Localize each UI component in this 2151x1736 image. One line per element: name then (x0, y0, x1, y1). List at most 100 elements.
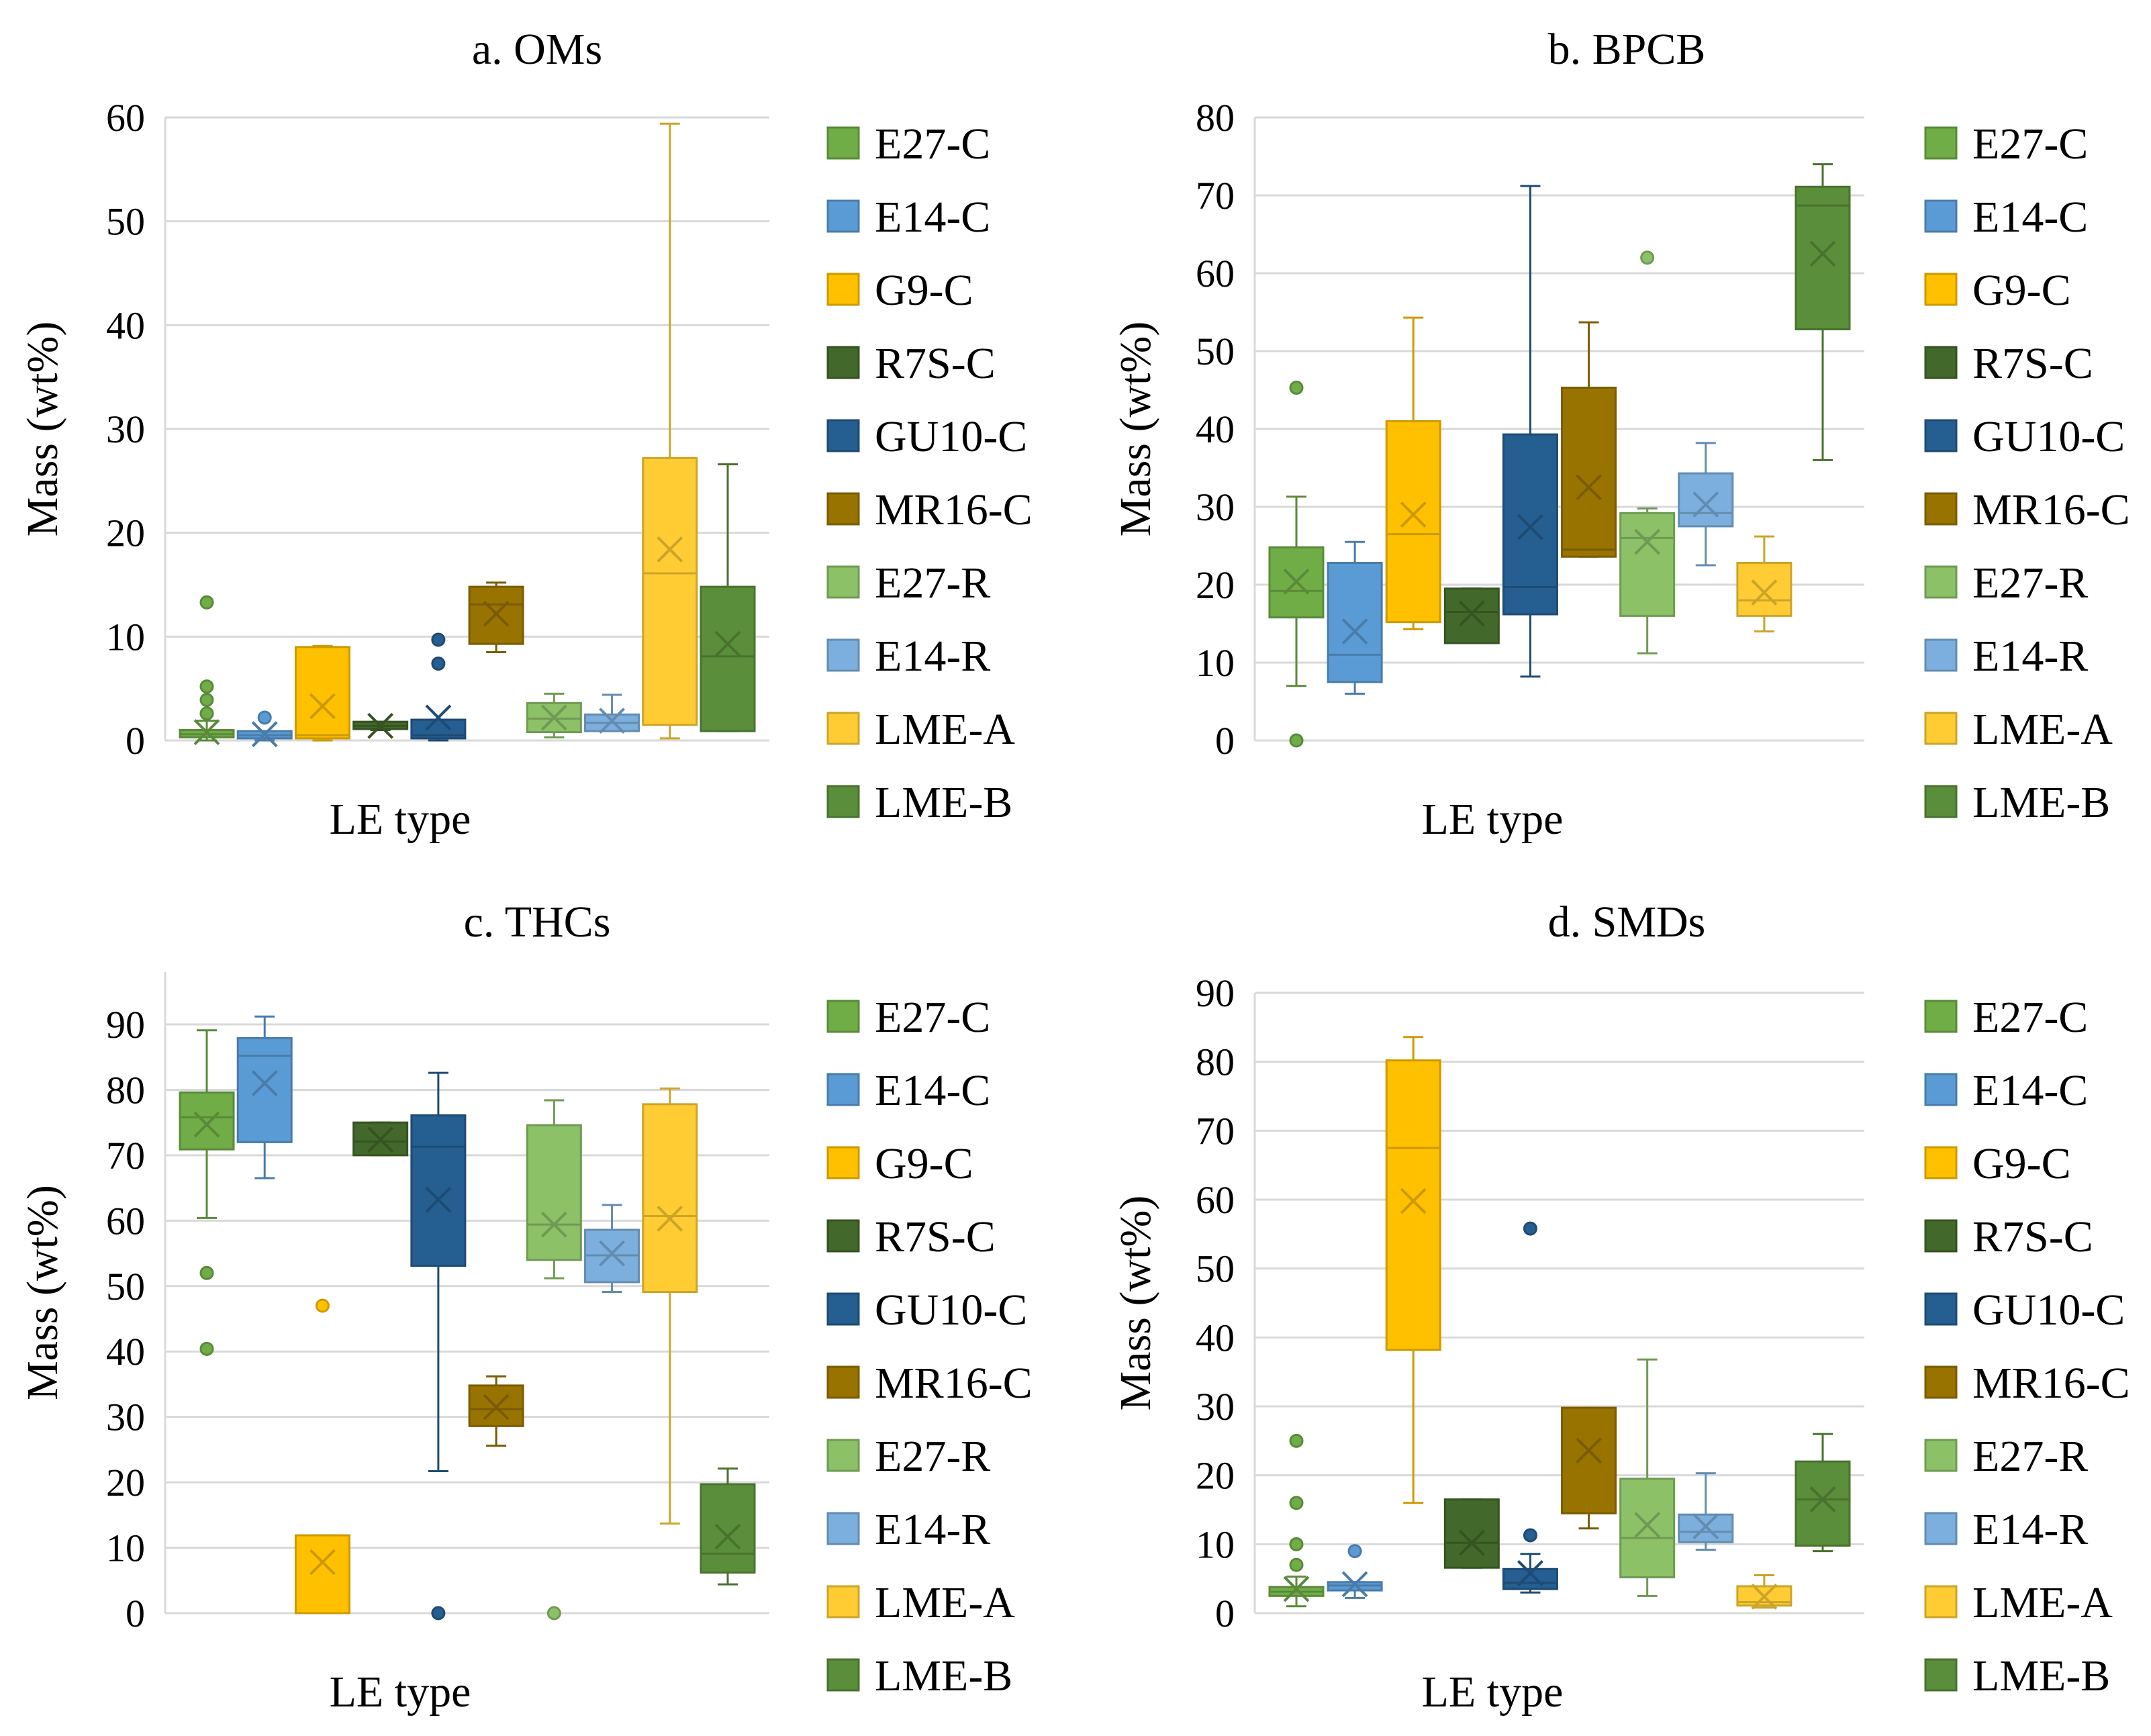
box-iqr (700, 585, 756, 732)
mean-marker (1751, 579, 1778, 606)
box-iqr (526, 1124, 582, 1261)
legend-swatch (826, 1585, 860, 1619)
legend-label: MR16-C (875, 1359, 1033, 1408)
y-tick-label: 70 (106, 1134, 145, 1177)
legend-swatch (826, 1658, 860, 1692)
box-iqr (468, 585, 524, 645)
outlier-point (1289, 381, 1304, 395)
chart-title: b. BPCB (1548, 25, 1706, 74)
legend-label: E27-R (875, 559, 990, 608)
box-gu10-c (1502, 185, 1558, 678)
chart-panel-b-bpcb: b. BPCB 0 10 20 30 40 50 60 70 80 LE type Mass (wt%… (1111, 25, 2130, 844)
box-lme-b (1795, 1433, 1851, 1553)
legend-item-lme-b: LME-B (1924, 778, 2110, 827)
legend-item-g9-c: G9-C (826, 266, 973, 315)
y-tick-label: 70 (1196, 174, 1235, 218)
mean-marker (657, 1205, 683, 1232)
legend-item-lme-a: LME-A (826, 1578, 1015, 1627)
legend-label: E27-C (875, 993, 990, 1042)
box-iqr (642, 1103, 698, 1294)
chart-title: d. SMDs (1548, 898, 1706, 947)
legend-label: GU10-C (875, 412, 1027, 461)
box-mr16-c (468, 581, 524, 654)
y-tick-label: 80 (106, 1068, 145, 1112)
legend-label: GU10-C (1972, 412, 2125, 461)
box-e27-c (179, 1029, 235, 1356)
legend-swatch (1924, 1365, 1958, 1399)
outlier-point (431, 657, 446, 671)
y-tick-label: 0 (126, 1592, 145, 1635)
legend-item-lme-a: LME-A (826, 705, 1015, 754)
mean-marker (193, 1111, 220, 1138)
legend-label: LME-A (1972, 705, 2113, 754)
outlier-point (431, 1606, 446, 1621)
legend-swatch (1924, 1512, 1958, 1545)
mean-marker (483, 600, 510, 627)
y-tick-label: 40 (106, 303, 145, 347)
y-tick-label: 30 (1196, 485, 1235, 529)
box-r7s-c (352, 1121, 409, 1157)
legend-item-e14-r: E14-R (1924, 1505, 2088, 1554)
legend-swatch (1924, 199, 1958, 233)
legend-label: E14-C (875, 1066, 990, 1115)
legend-item-e14-r: E14-R (1924, 632, 2088, 681)
box-iqr (1795, 185, 1851, 331)
y-axis-label: Mass (wt%) (18, 322, 67, 537)
legend-label: MR16-C (1972, 1359, 2130, 1408)
legend-item-e27-c: E27-C (826, 119, 990, 168)
box-e27-c (179, 595, 235, 746)
box-lme-a (1736, 535, 1792, 633)
legend-label: E14-R (1972, 1505, 2088, 1554)
x-axis-label: LE type (330, 795, 471, 844)
box-iqr (1736, 562, 1792, 617)
legend-label: G9-C (875, 1139, 973, 1188)
legend-label: E27-R (1972, 559, 2088, 608)
legend-swatch (1924, 1585, 1958, 1619)
legend-item-e27-c: E27-C (1924, 993, 2088, 1042)
y-tick-label: 90 (1196, 971, 1235, 1015)
box-e14-c (1327, 540, 1383, 695)
y-tick-label: 10 (106, 615, 145, 659)
outlier-point (431, 632, 446, 647)
legend-swatch (1924, 126, 1958, 160)
mean-marker (657, 536, 683, 563)
legend-swatch (826, 273, 860, 306)
y-tick-label: 20 (1196, 563, 1235, 607)
box-gu10-c (410, 632, 467, 742)
legend-swatch (826, 1000, 860, 1033)
legend-swatch (1924, 492, 1958, 526)
legend-label: E14-C (1972, 1066, 2088, 1115)
box-iqr (179, 1091, 235, 1151)
mean-marker (1809, 240, 1836, 267)
mean-marker (483, 1394, 510, 1420)
box-iqr (1561, 1406, 1617, 1514)
outlier-point (1523, 1221, 1537, 1236)
legend-swatch (1924, 1000, 1958, 1033)
legend-item-e27-r: E27-R (1924, 559, 2088, 608)
legend-item-e14-c: E14-C (1924, 193, 2088, 242)
box-e14-c (236, 1015, 293, 1179)
legend-label: GU10-C (1972, 1286, 2125, 1335)
legend-label: MR16-C (1972, 485, 2130, 534)
mean-marker (1283, 568, 1310, 595)
mean-marker (1283, 1576, 1310, 1602)
legend-label: LME-B (1972, 1651, 2110, 1700)
outlier-point (1289, 1537, 1304, 1551)
outlier-point (199, 595, 214, 610)
mean-marker (251, 1070, 278, 1097)
y-tick-label: 0 (126, 719, 145, 763)
legend-swatch (826, 346, 860, 379)
y-tick-label: 10 (106, 1527, 145, 1570)
legend-swatch (826, 1219, 860, 1253)
box-e14-c (1327, 1544, 1383, 1599)
box-g9-c (1385, 316, 1441, 630)
legend-swatch (826, 199, 860, 233)
legend-swatch (826, 1512, 860, 1545)
legend-item-gu10-c: GU10-C (1924, 1286, 2125, 1335)
legend-item-e27-r: E27-R (826, 559, 990, 608)
legend-swatch (1924, 1219, 1958, 1253)
mean-marker (714, 630, 741, 657)
legend-item-e14-c: E14-C (1924, 1066, 2088, 1115)
box-e14-r (584, 693, 640, 734)
